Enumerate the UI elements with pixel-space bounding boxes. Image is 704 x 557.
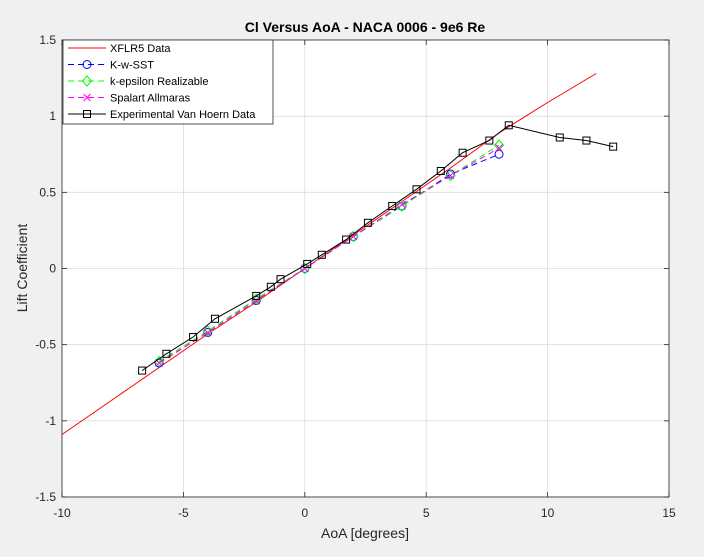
series-experimental-van-hoern-data [138,121,618,375]
series-spalart-allmaras [155,144,503,367]
series-layer [61,73,618,435]
legend-box [62,39,274,125]
x-tick-label: -10 [53,506,71,520]
data-point [445,169,456,182]
data-point [276,275,285,284]
data-point [436,167,445,176]
legend: XFLR5 Data K-w-SST k-epsilon Realizable Spa… [62,39,274,125]
data-point [342,235,351,244]
y-tick-label: 0 [49,262,56,276]
data-point [363,218,372,227]
legend-label: Experimental Van Hoern Data [110,109,256,121]
data-point [303,259,312,268]
data-point [252,296,261,305]
ticks: -10 -5 0 5 10 15 -1.5 -1 -0.5 0 0.5 1 1.5 [35,33,676,520]
legend-label: XFLR5 Data [110,43,171,55]
chart-title: Cl Versus AoA - NACA 0006 - 9e6 Re [245,19,486,35]
x-tick-label: -5 [178,506,189,520]
data-point [162,349,171,358]
data-point [349,232,358,241]
y-axis-label: Lift Coefficient [14,224,30,313]
data-point [388,202,397,211]
legend-label: k-epsilon Realizable [110,76,208,88]
data-point [412,185,421,194]
data-point [189,333,198,342]
data-point [398,200,406,209]
legend-marker [83,110,91,118]
y-tick-label: -0.5 [35,338,56,352]
data-point [495,144,503,153]
legend-label: K-w-SST [110,60,154,72]
data-point [609,142,618,151]
y-tick-label: -1 [45,414,56,428]
legend-marker [81,75,93,87]
data-point [210,314,219,323]
data-point [458,148,467,157]
data-point [504,121,513,130]
data-point [317,250,326,259]
series-line [61,73,597,435]
y-tick-label: 0.5 [39,185,56,199]
data-point [266,282,275,291]
series-line [158,147,500,364]
series-xflr5-data [61,73,597,435]
data-point [582,136,591,145]
data-point [555,133,564,142]
data-point [485,136,494,145]
data-point [493,139,505,151]
y-tick-label: 1.5 [39,33,56,47]
x-axis-label: AoA [degrees] [321,525,409,541]
data-point [396,200,408,212]
x-tick-label: 10 [541,506,555,520]
legend-marker [83,93,91,102]
data-point [252,291,261,300]
x-tick-label: 5 [423,506,430,520]
y-tick-label: -1.5 [35,490,56,504]
y-tick-label: 1 [49,109,56,123]
data-point [138,366,147,375]
data-point [203,328,212,337]
x-tick-label: 15 [662,506,676,520]
data-point [446,171,455,180]
legend-marker [82,60,92,69]
x-tick-label: 0 [301,506,308,520]
legend-label: Spalart Allmaras [110,93,191,105]
